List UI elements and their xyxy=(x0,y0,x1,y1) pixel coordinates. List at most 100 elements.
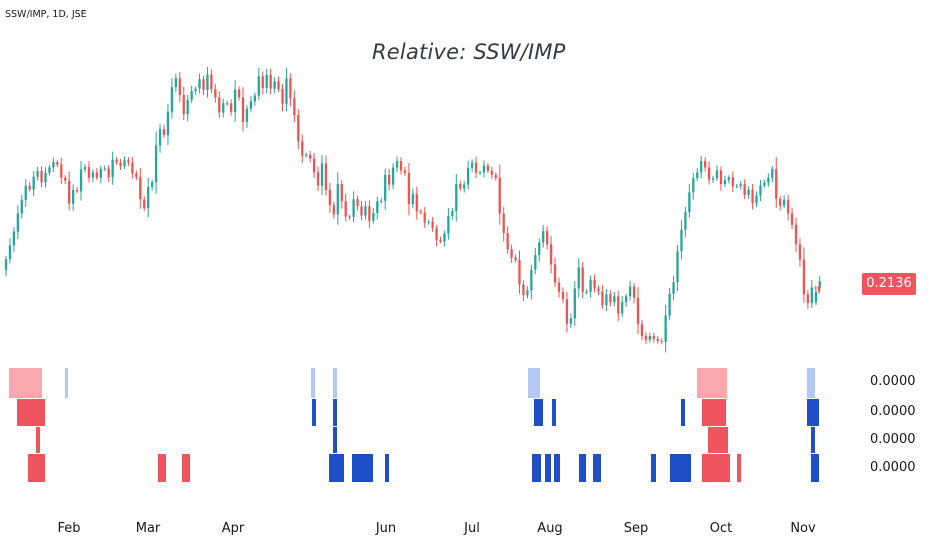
candle-body xyxy=(214,89,217,98)
candle-body xyxy=(751,190,754,204)
x-tick-apr: Apr xyxy=(221,521,245,536)
candle-body xyxy=(625,296,628,303)
candle-body xyxy=(648,335,651,340)
indicator-block-row-4 xyxy=(545,454,551,482)
candle-body xyxy=(384,174,387,201)
candle-body xyxy=(656,338,659,341)
candle-body xyxy=(431,221,434,229)
candle-body xyxy=(660,340,663,342)
x-tick-sep: Sep xyxy=(623,521,649,536)
candle-body xyxy=(783,199,786,206)
candle-body xyxy=(526,290,529,296)
candle-body xyxy=(585,291,588,293)
last-price-badge: 0.2136 xyxy=(862,273,916,295)
candle-body xyxy=(415,193,418,212)
candle-body xyxy=(767,177,770,183)
indicator-block-row-1 xyxy=(9,368,42,398)
candle-body xyxy=(253,95,256,102)
candle-body xyxy=(249,101,253,109)
candle-body xyxy=(372,213,375,221)
x-tick-feb: Feb xyxy=(57,521,81,536)
indicator-block-row-1 xyxy=(333,368,337,398)
indicator-block-row-4 xyxy=(670,454,691,482)
indicator-block-row-4 xyxy=(554,454,560,482)
indicator-block-row-3 xyxy=(811,427,815,453)
candle-body xyxy=(522,284,525,296)
candle-body xyxy=(502,213,505,234)
candle-body xyxy=(549,244,553,265)
candle-body xyxy=(312,158,316,173)
indicator-block-row-1 xyxy=(65,368,68,398)
candle-body xyxy=(790,213,794,225)
candle-body xyxy=(265,74,268,89)
candle-body xyxy=(435,228,438,240)
indicator-block-row-3 xyxy=(36,427,40,453)
candle-body xyxy=(60,164,63,178)
candle-body xyxy=(277,81,280,90)
candle-body xyxy=(103,168,106,170)
x-tick-oct: Oct xyxy=(709,521,733,536)
candle-body xyxy=(668,293,671,316)
indicator-block-row-1 xyxy=(807,368,815,398)
candle-body xyxy=(135,173,138,178)
indicator-block-row-4 xyxy=(811,454,819,482)
candle-body xyxy=(427,221,430,223)
x-tick-jul: Jul xyxy=(464,521,480,536)
candle-body xyxy=(328,190,332,206)
candle-body xyxy=(542,231,545,243)
candle-body xyxy=(368,206,371,221)
candle-body xyxy=(380,200,383,202)
candle-body xyxy=(261,76,264,89)
candle-body xyxy=(32,176,35,190)
candle-body xyxy=(154,145,158,183)
candle-body xyxy=(455,184,458,212)
indicator-panel xyxy=(9,368,819,482)
candle-body xyxy=(182,94,185,115)
candle-body xyxy=(577,267,580,289)
candle-body xyxy=(170,87,174,112)
candle-body xyxy=(166,111,170,136)
candle-body xyxy=(56,162,59,165)
candle-body xyxy=(320,163,324,186)
candle-body xyxy=(443,233,446,242)
candle-body xyxy=(439,239,442,242)
indicator-block-row-4 xyxy=(579,454,586,482)
candle-body xyxy=(597,288,600,292)
candle-body xyxy=(636,297,640,325)
candle-body xyxy=(727,177,730,181)
candle-body xyxy=(123,160,126,166)
candle-body xyxy=(340,184,343,202)
candle-body xyxy=(786,199,790,214)
candle-body xyxy=(814,291,818,303)
indicator-block-row-1 xyxy=(311,368,315,398)
candle-body xyxy=(743,184,746,195)
candle-body xyxy=(601,291,604,306)
candle-body xyxy=(561,291,565,300)
candle-body xyxy=(609,294,612,303)
candle-body xyxy=(52,162,55,168)
candle-body xyxy=(403,170,407,173)
candle-body xyxy=(305,154,308,156)
candle-body xyxy=(24,185,27,200)
candle-body xyxy=(352,199,355,217)
candle-body xyxy=(36,170,39,177)
x-tick-aug: Aug xyxy=(537,521,563,536)
indicator-block-row-4 xyxy=(532,454,541,482)
candle-body xyxy=(139,177,142,200)
candle-body xyxy=(696,172,699,179)
candle-body xyxy=(589,279,592,292)
candle-body xyxy=(269,74,272,89)
candle-body xyxy=(652,335,655,339)
indicator-block-row-3 xyxy=(708,427,728,453)
candle-body xyxy=(4,259,8,270)
candle-body xyxy=(707,167,711,180)
candle-body xyxy=(79,169,83,192)
candlestick-series xyxy=(4,66,821,353)
candle-body xyxy=(490,170,493,175)
candle-body xyxy=(605,294,608,306)
candle-body xyxy=(506,233,509,250)
candle-body xyxy=(817,286,821,291)
candle-body xyxy=(486,165,490,171)
